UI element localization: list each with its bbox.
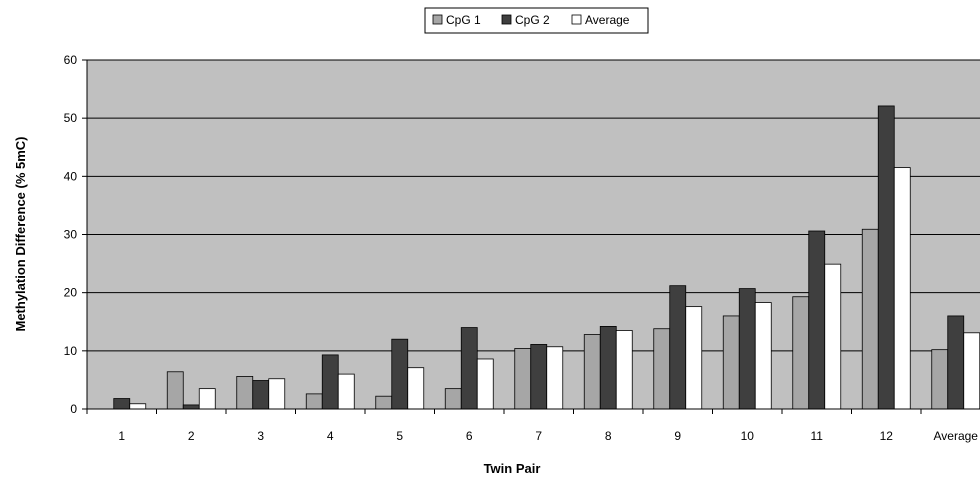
bar-cpg-1-12: [861, 228, 879, 410]
y-tick-label: 10: [64, 344, 78, 358]
x-tick-label: 3: [257, 429, 264, 443]
x-tick-label: 10: [741, 429, 755, 443]
bar-cpg-1-5: [375, 395, 393, 410]
x-tick-label: 5: [396, 429, 403, 443]
bar-cpg-2-11: [808, 230, 826, 410]
bar-average-9: [685, 306, 703, 410]
legend: CpG 1 CpG 2 Average: [424, 7, 649, 34]
legend-swatch: [571, 14, 582, 25]
bar-cpg-2-9: [669, 285, 687, 410]
bar-average-average: [963, 332, 980, 410]
bar-average-6: [476, 358, 494, 410]
bar-cpg-2-12: [877, 105, 895, 410]
bar-cpg-2-2: [182, 404, 200, 410]
legend-swatch: [501, 14, 512, 25]
bar-average-10: [754, 302, 772, 410]
bar-average-12: [893, 167, 911, 410]
bar-cpg-2-10: [738, 288, 756, 410]
bar-cpg-2-5: [391, 338, 409, 410]
bar-cpg-1-average: [931, 349, 949, 410]
bar-average-2: [198, 388, 216, 410]
bar-cpg-1-11: [792, 296, 810, 410]
bar-cpg-2-7: [530, 344, 548, 410]
legend-label: CpG 2: [515, 13, 550, 27]
x-tick-label: 6: [466, 429, 473, 443]
bar-average-5: [407, 367, 425, 410]
bar-cpg-2-3: [252, 380, 270, 410]
bar-cpg-1-6: [444, 388, 462, 410]
y-tick-label: 60: [64, 53, 78, 67]
bar-cpg-1-7: [514, 348, 532, 410]
x-tick-label: 1: [118, 429, 125, 443]
x-tick-label: 12: [880, 429, 894, 443]
bar-cpg-2-8: [599, 326, 617, 410]
bars: [113, 105, 980, 410]
x-tick-labels: 1 2 3 4 5 6 7 8 9 10 11 12 Average: [118, 429, 978, 443]
bar-cpg-1-2: [166, 371, 184, 410]
bar-cpg-2-6: [460, 327, 478, 410]
x-tick-label: Average: [934, 429, 979, 443]
y-tick-label: 0: [70, 402, 77, 416]
x-tick-label: 2: [188, 429, 195, 443]
bar-average-7: [546, 346, 564, 410]
bar-cpg-1-9: [653, 328, 671, 410]
legend-label: Average: [585, 13, 630, 27]
x-tick-label: 4: [327, 429, 334, 443]
legend-box: [424, 7, 649, 34]
legend-label: CpG 1: [446, 13, 481, 27]
bar-cpg-1-3: [236, 376, 254, 410]
y-tick-label: 20: [64, 286, 78, 300]
bar-cpg-2-4: [321, 354, 339, 410]
x-axis-title: Twin Pair: [484, 461, 541, 476]
x-tick-label: 11: [811, 429, 824, 443]
x-tick-label: 8: [605, 429, 612, 443]
y-tick-label: 30: [64, 228, 78, 242]
bar-cpg-2-1: [113, 398, 131, 410]
bar-average-3: [268, 378, 286, 410]
x-tick-label: 7: [535, 429, 542, 443]
legend-swatch: [432, 14, 443, 25]
bar-average-8: [615, 330, 633, 410]
bar-cpg-2-average: [947, 315, 965, 410]
bar-average-4: [337, 373, 355, 410]
bar-average-11: [824, 263, 842, 410]
bar-cpg-1-4: [305, 393, 323, 410]
y-tick-label: 40: [64, 169, 78, 183]
y-tick-labels: 0 10 20 30 40 50 60: [64, 53, 78, 416]
bar-average-1: [129, 403, 147, 410]
gridlines: [87, 59, 980, 352]
y-tick-label: 50: [64, 111, 78, 125]
x-tick-label: 9: [674, 429, 681, 443]
y-axis-title: Methylation Difference (% 5mC): [13, 136, 28, 331]
bar-cpg-1-10: [722, 315, 740, 410]
bar-cpg-1-8: [583, 334, 601, 410]
axes: [82, 59, 980, 414]
